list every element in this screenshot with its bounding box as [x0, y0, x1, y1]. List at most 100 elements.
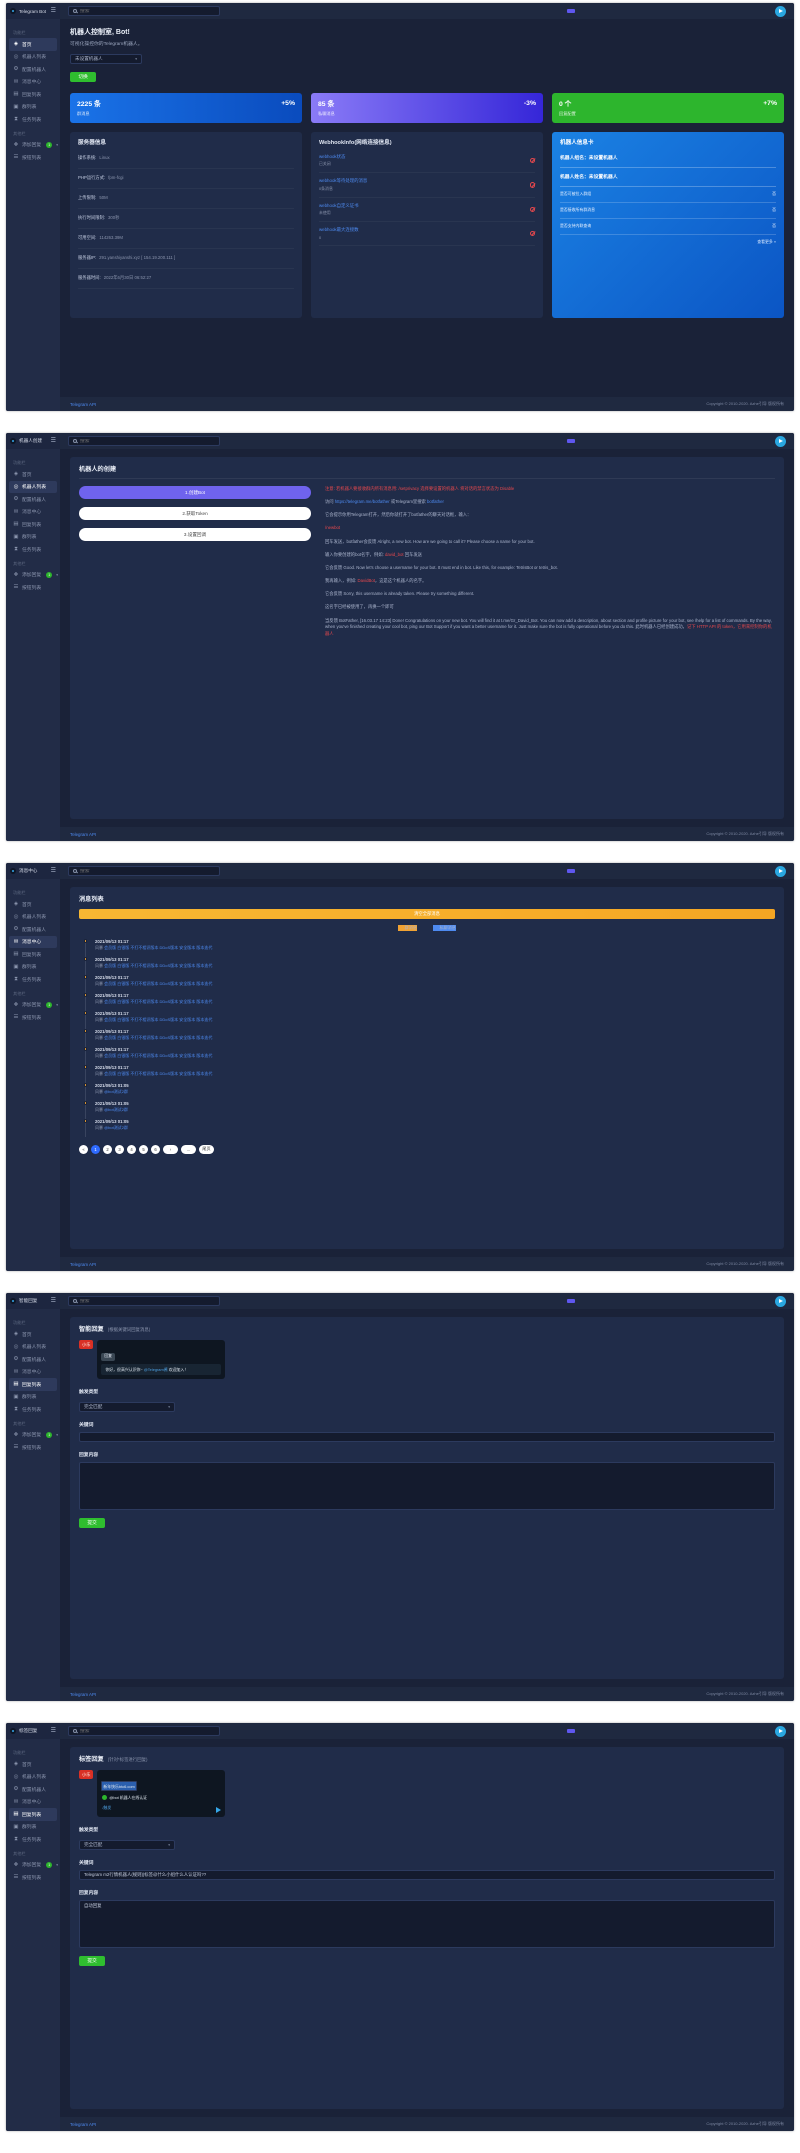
entry-links[interactable]: 会员版 白银版 不打不相识版本 DDoS版本 安全版本 版本迭代 — [104, 999, 213, 1004]
sidebar-item[interactable]: ⚙ 配置机器人 — [9, 1353, 57, 1366]
sidebar-item[interactable]: ◈ 首页 — [9, 38, 57, 51]
page-button[interactable]: › — [163, 1144, 178, 1154]
search-input[interactable] — [80, 438, 215, 444]
sidebar-item[interactable]: ☰ 按钮列表 — [9, 1871, 57, 1884]
entry-links[interactable]: 会员版 白银版 不打不相识版本 DDoS版本 安全版本 版本迭代 — [104, 1017, 213, 1022]
menu-toggle-icon[interactable]: ☰ — [50, 1728, 56, 1734]
page-button[interactable]: 3 — [115, 1144, 124, 1154]
telegram-api-link[interactable]: Telegram API — [70, 1261, 97, 1267]
menu-toggle-icon[interactable]: ☰ — [50, 8, 56, 14]
search-input[interactable] — [80, 1728, 215, 1734]
telegram-api-link[interactable]: Telegram API — [70, 2121, 97, 2127]
entry-links[interactable]: 会员版 白银版 不打不相识版本 DDoS版本 安全版本 版本迭代 — [104, 1053, 213, 1058]
webhook-row-label[interactable]: webhook自定义证书 — [319, 202, 359, 208]
sidebar-item[interactable]: ◎ 机器人列表 — [9, 480, 57, 493]
page-button[interactable]: 6 — [151, 1144, 160, 1154]
sidebar-item[interactable]: ❖ 添加回复 1 ▾ — [9, 1429, 58, 1442]
telegram-api-link[interactable]: Telegram API — [70, 831, 97, 837]
sidebar-item[interactable]: ⚙ 配置机器人 — [9, 493, 57, 506]
sidebar-item[interactable]: ☰ 按钮列表 — [9, 1441, 57, 1454]
entry-links[interactable]: 会员版 白银版 不打不相识版本 DDoS版本 安全版本 版本迭代 — [104, 981, 213, 986]
sidebar-item[interactable]: ❖ 添加回复 1 ▾ — [9, 1859, 58, 1872]
send-icon[interactable] — [216, 1807, 222, 1813]
sidebar-item[interactable]: 功能栏 — [9, 28, 57, 38]
sidebar-item[interactable]: 功能栏 — [9, 1748, 57, 1758]
sidebar-item[interactable]: ▤ 回复列表 — [9, 1808, 57, 1821]
search-input[interactable] — [80, 868, 215, 874]
step-button[interactable]: 2.获取Token — [79, 507, 311, 520]
sidebar-item[interactable]: ✉ 消息中心 — [9, 1796, 57, 1809]
sidebar-item[interactable]: ◈ 首页 — [9, 1758, 57, 1771]
entry-links[interactable]: 会员版 白银版 不打不相识版本 DDoS版本 安全版本 版本迭代 — [104, 945, 213, 950]
webhook-row-label[interactable]: webhook最大连接数 — [319, 227, 359, 232]
sidebar-item[interactable]: ✉ 消息中心 — [9, 1366, 57, 1379]
sidebar-item[interactable]: ▣ 群列表 — [9, 101, 57, 114]
sidebar-item[interactable]: 其他栏 — [9, 129, 57, 139]
language-flag-icon[interactable] — [567, 868, 575, 874]
search-box[interactable] — [68, 866, 220, 876]
entry-links[interactable]: 会员版 白银版 不打不相识版本 DDoS版本 安全版本 版本迭代 — [104, 963, 213, 968]
search-box[interactable] — [68, 436, 220, 446]
sidebar-item[interactable]: 其他栏 — [9, 989, 57, 999]
entry-links[interactable]: @bot测试2群 — [104, 1107, 128, 1112]
sidebar-item[interactable]: ◈ 首页 — [9, 898, 57, 911]
sidebar-item[interactable]: 其他栏 — [9, 1419, 57, 1429]
entry-links[interactable]: @bot测试2群 — [104, 1125, 128, 1130]
entry-links[interactable]: 会员版 白银版 不打不相识版本 DDoS版本 安全版本 版本迭代 — [104, 1035, 213, 1040]
sidebar-item[interactable]: ✉ 消息中心 — [9, 506, 57, 519]
trigger-type-select[interactable]: 完全匹配 ▾ — [79, 1840, 175, 1850]
submit-button[interactable]: 提交 — [79, 1517, 105, 1528]
page-button[interactable]: ... — [181, 1144, 196, 1154]
menu-toggle-icon[interactable]: ☰ — [50, 438, 56, 444]
telegram-icon[interactable] — [775, 5, 786, 17]
telegram-icon[interactable] — [775, 865, 786, 877]
sidebar-item[interactable]: 功能栏 — [9, 1318, 57, 1328]
sidebar-item[interactable]: ◎ 机器人列表 — [9, 911, 57, 924]
telegram-api-link[interactable]: Telegram API — [70, 1691, 97, 1697]
step-button[interactable]: 1.创建Bot — [79, 486, 311, 499]
page-button[interactable]: « — [79, 1144, 88, 1154]
sidebar-item[interactable]: ⧗ 任务列表 — [9, 973, 57, 986]
webhook-row-label[interactable]: webhook等待处理的消息 — [319, 178, 368, 183]
telegram-icon[interactable] — [775, 1295, 786, 1307]
page-button[interactable]: 2 — [103, 1144, 112, 1154]
language-flag-icon[interactable] — [567, 438, 575, 444]
sidebar-item[interactable]: ◎ 机器人列表 — [9, 1341, 57, 1354]
language-flag-icon[interactable] — [567, 1298, 575, 1304]
sidebar-item[interactable]: ⚙ 配置机器人 — [9, 63, 57, 76]
switch-bot-button[interactable]: 切换 — [70, 71, 96, 82]
search-box[interactable] — [68, 1296, 220, 1306]
keyword-input[interactable] — [79, 1431, 775, 1442]
search-input[interactable] — [80, 8, 215, 14]
clear-messages-banner[interactable]: 清空全部消息 — [79, 909, 775, 919]
reply-content-textarea[interactable]: 自动回复 — [79, 1899, 775, 1948]
entry-links[interactable]: @bot测试2群 — [104, 1089, 128, 1094]
sidebar-item[interactable]: ▤ 回复列表 — [9, 948, 57, 961]
page-button[interactable]: 1 — [91, 1144, 100, 1154]
submit-button[interactable]: 提交 — [79, 1955, 105, 1966]
bot-select[interactable]: 未设置机器人 ▾ — [70, 54, 142, 64]
menu-toggle-icon[interactable]: ☰ — [50, 868, 56, 874]
sidebar-item[interactable]: ▤ 回复列表 — [9, 518, 57, 531]
search-input[interactable] — [80, 1298, 215, 1304]
sidebar-item[interactable]: ▣ 群列表 — [9, 1391, 57, 1404]
sidebar-item[interactable]: ▣ 群列表 — [9, 961, 57, 974]
telegram-icon[interactable] — [775, 435, 786, 447]
telegram-api-link[interactable]: Telegram API — [70, 401, 97, 407]
sidebar-item[interactable]: ⧗ 任务列表 — [9, 1403, 57, 1416]
sidebar-item[interactable]: ⧗ 任务列表 — [9, 543, 57, 556]
telegram-icon[interactable] — [775, 1725, 786, 1737]
sidebar-item[interactable]: ◎ 机器人列表 — [9, 1771, 57, 1784]
sidebar-item[interactable]: ☰ 按钮列表 — [9, 151, 57, 164]
trigger-type-select[interactable]: 完全匹配 ▾ — [79, 1402, 175, 1412]
sidebar-item[interactable]: ◎ 机器人列表 — [9, 51, 57, 64]
sidebar-item[interactable]: ▣ 群列表 — [9, 531, 57, 544]
sidebar-item[interactable]: ⧗ 任务列表 — [9, 1833, 57, 1846]
sidebar-item[interactable]: ⚙ 配置机器人 — [9, 1783, 57, 1796]
page-button[interactable]: 5 — [139, 1144, 148, 1154]
sidebar-item[interactable]: ◈ 首页 — [9, 468, 57, 481]
menu-toggle-icon[interactable]: ☰ — [50, 1298, 56, 1304]
sidebar-item[interactable]: ❖ 添加回复 1 ▾ — [9, 139, 58, 152]
sidebar-item[interactable]: ⧗ 任务列表 — [9, 113, 57, 126]
sidebar-item[interactable]: ⚙ 配置机器人 — [9, 923, 57, 936]
